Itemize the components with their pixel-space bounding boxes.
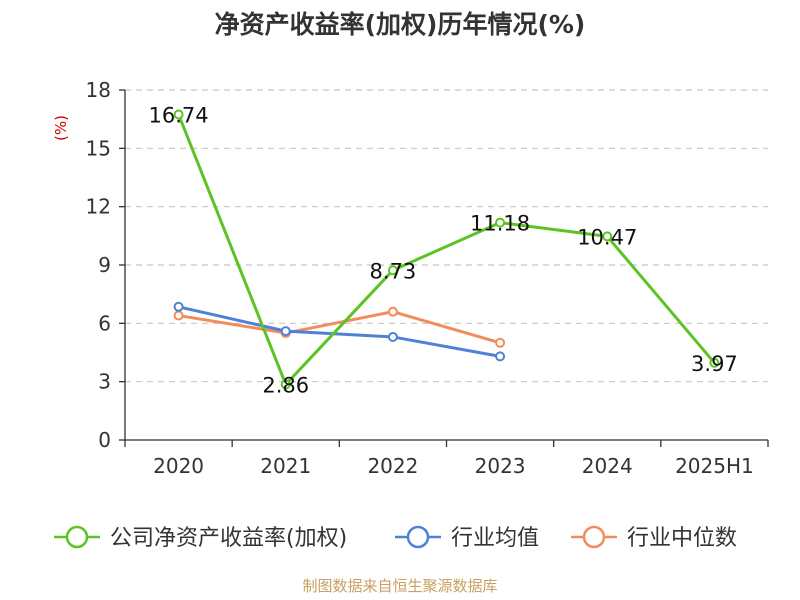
legend: 公司净资产收益率(加权) 行业均值 行业中位数 <box>54 525 737 551</box>
data-label: 2.86 <box>262 373 309 397</box>
y-tick-label: 6 <box>98 311 111 335</box>
series-line-0 <box>177 113 716 386</box>
series-point-0 <box>173 109 184 120</box>
data-label: 11.18 <box>470 212 530 236</box>
series-point-1 <box>280 326 291 337</box>
legend-label: 公司净资产收益率(加权) <box>110 526 347 551</box>
x-tick-label: 2021 <box>260 454 311 478</box>
series-point-0 <box>280 379 291 390</box>
y-tick-label: 9 <box>98 253 111 277</box>
legend-swatch-marker <box>582 525 606 549</box>
series-point-1 <box>387 331 398 342</box>
series-point-0 <box>709 357 720 368</box>
legend-label: 行业中位数 <box>627 526 737 551</box>
legend-label: 行业均值 <box>451 526 539 551</box>
series-point-2 <box>495 337 506 348</box>
legend-swatch-marker <box>406 525 430 549</box>
y-axis-unit: (%) <box>52 115 70 141</box>
series-line-2 <box>178 310 501 345</box>
x-tick-label: 2025H1 <box>675 454 754 478</box>
series-point-0 <box>602 231 613 242</box>
y-tick-label: 3 <box>98 370 111 394</box>
data-label: 16.74 <box>149 104 209 128</box>
series-point-1 <box>173 301 184 312</box>
x-tick-label: 2022 <box>367 454 418 478</box>
series-line-1 <box>178 305 501 358</box>
y-tick-label: 15 <box>86 136 111 160</box>
series-layer <box>173 109 720 390</box>
data-label: 10.47 <box>577 225 637 249</box>
x-tick-label: 2020 <box>153 454 204 478</box>
data-labels: 16.74 2.86 8.73 11.18 10.47 3.97 <box>149 104 738 398</box>
axes: 0 3 6 9 12 15 18 2020 2021 2022 2023 2024 2025H1 <box>86 78 769 478</box>
data-label: 8.73 <box>370 259 417 283</box>
gridlines <box>125 89 768 383</box>
series-point-1 <box>495 351 506 362</box>
series-point-0 <box>495 217 506 228</box>
chart-title: 净资产收益率(加权)历年情况(%) <box>215 10 586 39</box>
y-tick-label: 0 <box>98 428 111 452</box>
data-label: 3.97 <box>691 352 738 376</box>
series-point-2 <box>387 306 398 317</box>
x-tick-label: 2023 <box>475 454 526 478</box>
y-tick-label: 12 <box>86 195 111 219</box>
y-tick-label: 18 <box>86 78 111 102</box>
series-point-2 <box>173 310 184 321</box>
series-point-0 <box>387 265 398 276</box>
legend-swatch-marker <box>65 525 89 549</box>
source-note: 制图数据来自恒生聚源数据库 <box>302 577 497 595</box>
x-tick-label: 2024 <box>582 454 633 478</box>
